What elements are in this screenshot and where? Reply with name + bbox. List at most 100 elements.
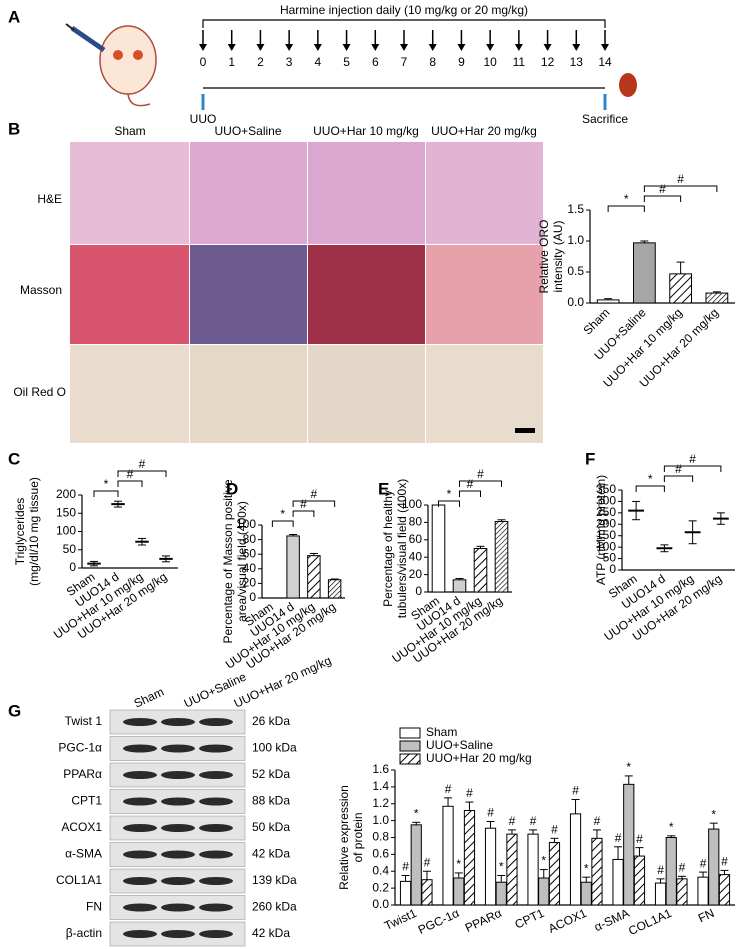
bar [495,881,507,906]
y-tick-label: 250 [596,505,616,519]
arrowhead [601,44,609,51]
y-axis-title: Triglycerides [13,498,27,566]
protein-label: ACOX1 [61,820,102,834]
legend-label: UUO+Har 20 mg/kg [426,751,532,765]
bar [665,837,677,906]
significance: # [402,860,409,874]
micrographs [70,142,543,443]
y-tick-label: 0.0 [567,295,584,309]
y-tick-label: 0.5 [567,264,584,278]
protein-label: PGC-1α [58,741,102,755]
band [123,771,157,779]
day-label: 4 [315,55,322,69]
significance-bracket [117,470,167,477]
band [123,744,157,753]
y-axis-title: Percentage of Masson positive [221,479,235,643]
arrowhead [572,44,581,51]
legend-swatch [399,740,421,752]
day-label: 2 [257,55,264,69]
band [199,718,233,726]
y-tick-label: 350 [596,482,616,496]
y-tick-label: 40 [243,561,257,575]
band [123,903,157,912]
significance: * [456,857,461,871]
day-label: 10 [483,55,497,69]
significance: # [675,462,682,476]
day-label: 9 [458,55,465,69]
band [161,771,195,779]
significance: * [624,192,629,206]
protein-label: CPT1 [71,794,102,808]
protein-label: COL1A1 [56,873,102,887]
significance: # [530,814,537,828]
y-tick-label: 100 [236,517,256,531]
arrowhead [371,44,380,51]
x-tick-label: PPARα [463,906,504,935]
significance: # [700,856,707,870]
arrowhead [457,44,466,51]
y-axis-title: (mg/dl/10 mg tissue) [27,477,41,586]
protein-label: PPARα [63,767,102,781]
band [161,718,195,726]
arrowhead [313,44,322,51]
day-label: 0 [200,55,207,69]
day-label: 13 [570,55,584,69]
x-tick-label: α-SMA [592,906,631,934]
protein-label: Twist 1 [65,714,103,728]
bar [705,292,729,304]
y-tick-label: 0 [69,560,76,574]
bar [307,555,321,599]
y-tick-label: 300 [596,494,616,508]
significance: # [139,457,146,471]
arrowhead [514,44,523,51]
mouse-icon [65,23,157,107]
size-label: 52 kDa [252,767,290,781]
day-label: 6 [372,55,379,69]
band [123,797,157,806]
significance: # [127,467,134,481]
column-label: Sham [114,124,145,138]
lane-label: Sham [132,685,166,711]
significance: # [509,814,516,828]
protein-label: α-SMA [65,847,102,861]
y-tick-label: 20 [409,567,423,581]
bar [623,783,635,906]
significance: # [679,860,686,874]
significance-bracket [117,480,143,487]
y-tick-label: 0.0 [372,897,389,911]
panel-label: B [8,119,20,138]
significance: # [424,855,431,869]
arrowhead [227,44,236,51]
band [161,930,195,938]
significance-bracket [292,510,315,517]
significance: * [626,760,631,774]
size-label: 26 kDa [252,714,290,728]
significance: # [636,832,643,846]
significance: # [572,784,579,798]
band [161,877,195,885]
size-label: 42 kDa [252,926,290,940]
bar [591,837,603,906]
bar [708,828,720,906]
arrowhead [428,44,437,51]
significance-bracket [271,520,294,527]
y-axis-title: area/visual field (400x) [235,501,249,622]
arrowhead [543,44,552,51]
bar [410,824,422,906]
band [161,903,195,912]
y-tick-label: 0.8 [372,830,389,844]
bar [527,833,539,906]
band [161,850,195,859]
significance: * [414,806,419,820]
x-tick-label: COL1A1 [626,906,674,938]
column-label: UUO+Har 20 mg/kg [431,124,537,138]
y-tick-label: 0 [249,590,256,604]
significance-bracket [459,480,502,487]
y-tick-label: 40 [409,549,423,563]
arrowhead [400,44,408,51]
band [199,744,233,753]
panel-label: F [585,449,595,468]
y-tick-label: 60 [409,532,423,546]
y-tick-label: 150 [56,505,76,519]
y-tick-label: 80 [409,515,423,529]
